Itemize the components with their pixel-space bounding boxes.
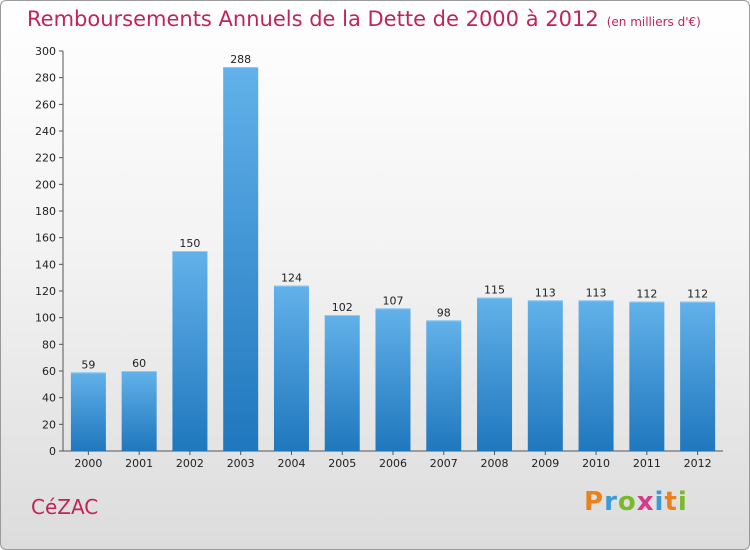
x-tick-label: 2005 bbox=[328, 457, 356, 470]
value-label: 113 bbox=[535, 286, 556, 299]
x-tick-label: 2007 bbox=[430, 457, 458, 470]
chart-axes: 0 20 40 60 80 100 120 140 160 180 200 220 240 260 280 3… bbox=[35, 45, 723, 458]
value-label: 112 bbox=[687, 288, 708, 301]
y-tick-label: 240 bbox=[35, 125, 56, 138]
y-tick-label: 80 bbox=[42, 338, 56, 351]
bar-2004 bbox=[273, 285, 309, 451]
logo-letter: t bbox=[664, 487, 678, 517]
x-tick-label: 2002 bbox=[176, 457, 204, 470]
y-tick-label: 60 bbox=[42, 365, 56, 378]
value-label: 60 bbox=[132, 357, 146, 370]
bar-2010 bbox=[578, 300, 614, 451]
value-label: 113 bbox=[586, 286, 607, 299]
x-tick-label: 2011 bbox=[633, 457, 661, 470]
y-tick-label: 180 bbox=[35, 205, 56, 218]
value-label: 112 bbox=[636, 288, 657, 301]
x-tick-label: 2012 bbox=[684, 457, 712, 470]
y-tick-label: 300 bbox=[35, 45, 56, 58]
x-tick-label: 2010 bbox=[582, 457, 610, 470]
logo-letter: i bbox=[677, 487, 688, 517]
proxiti-logo: Proxiti bbox=[584, 487, 688, 517]
y-tick-label: 220 bbox=[35, 152, 56, 165]
y-tick-label: 120 bbox=[35, 285, 56, 298]
logo-letter: r bbox=[604, 487, 618, 517]
y-tick-label: 20 bbox=[42, 418, 56, 431]
title-row: Remboursements Annuels de la Dette de 20… bbox=[27, 7, 701, 31]
logo-letter: x bbox=[636, 487, 655, 517]
x-tick-label: 2003 bbox=[227, 457, 255, 470]
bar-2011 bbox=[629, 301, 665, 451]
y-tick-label: 0 bbox=[49, 445, 56, 458]
x-tick-label: 2000 bbox=[74, 457, 102, 470]
x-tick-label: 2009 bbox=[531, 457, 559, 470]
bar-2000 bbox=[70, 372, 106, 451]
value-label: 288 bbox=[230, 53, 251, 66]
bar-2003 bbox=[223, 67, 259, 451]
chart-title: Remboursements Annuels de la Dette de 20… bbox=[27, 7, 599, 31]
y-tick-label: 260 bbox=[35, 98, 56, 111]
chart-bars bbox=[70, 67, 716, 451]
bar-2012 bbox=[680, 301, 716, 451]
y-tick-label: 140 bbox=[35, 258, 56, 271]
value-label: 59 bbox=[81, 358, 95, 371]
value-label: 150 bbox=[179, 237, 200, 250]
bar-2006 bbox=[375, 308, 411, 451]
bar-2007 bbox=[426, 320, 462, 451]
y-tick-label: 200 bbox=[35, 178, 56, 191]
bar-2008 bbox=[477, 297, 513, 451]
bar-2001 bbox=[121, 371, 157, 451]
chart-labels: 2000 59 2001 60 2002 150 2003 288 2004 124 2005 102… bbox=[74, 53, 711, 470]
bar-2002 bbox=[172, 251, 208, 451]
logo-letter: i bbox=[654, 487, 665, 517]
logo-letter: P bbox=[584, 487, 605, 517]
x-tick-label: 2004 bbox=[277, 457, 305, 470]
value-label: 124 bbox=[281, 272, 302, 285]
x-tick-label: 2006 bbox=[379, 457, 407, 470]
logo-letter: o bbox=[617, 487, 637, 517]
value-label: 107 bbox=[383, 294, 404, 307]
y-tick-label: 160 bbox=[35, 232, 56, 245]
chart-unit: (en milliers d'€) bbox=[606, 15, 701, 29]
x-tick-label: 2008 bbox=[481, 457, 509, 470]
commune-name: CéZAC bbox=[31, 495, 99, 519]
y-tick-label: 280 bbox=[35, 72, 56, 85]
x-tick-label: 2001 bbox=[125, 457, 153, 470]
y-tick-label: 40 bbox=[42, 392, 56, 405]
bar-2009 bbox=[527, 300, 563, 451]
value-label: 102 bbox=[332, 301, 353, 314]
bar-2005 bbox=[324, 315, 360, 451]
y-tick-label: 100 bbox=[35, 312, 56, 325]
value-label: 98 bbox=[437, 306, 451, 319]
value-label: 115 bbox=[484, 284, 505, 297]
